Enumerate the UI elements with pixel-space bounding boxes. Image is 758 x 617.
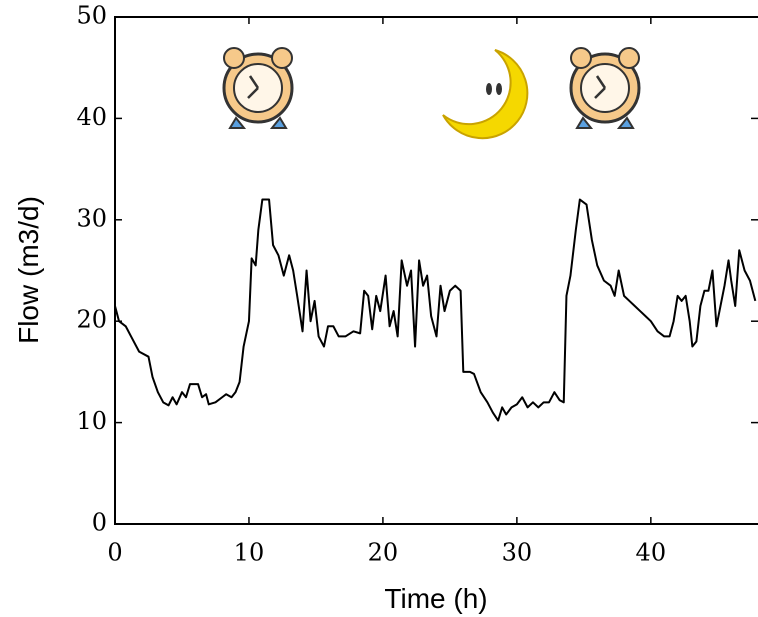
- alarm-clock-icon: [569, 47, 641, 129]
- x-tick-label: 30: [502, 539, 533, 567]
- x-tick-label: 0: [107, 539, 122, 567]
- x-tick-label: 40: [636, 539, 667, 567]
- x-tick-label: 20: [368, 539, 399, 567]
- moon-icon: [442, 49, 529, 140]
- flow-line: [114, 198, 757, 422]
- axes-box: [114, 16, 758, 525]
- y-axis-label: Flow (m3/d): [13, 196, 44, 344]
- y-tick-label: 50: [76, 2, 107, 30]
- y-tick-label: 20: [76, 306, 107, 334]
- y-tick-label: 40: [76, 103, 107, 131]
- y-tick-label: 30: [76, 204, 107, 232]
- alarm-clock-icon: [222, 47, 294, 129]
- x-axis-label: Time (h): [384, 583, 487, 614]
- y-tick-label: 0: [92, 509, 107, 537]
- x-tick-label: 10: [234, 539, 265, 567]
- y-tick-label: 10: [76, 407, 107, 435]
